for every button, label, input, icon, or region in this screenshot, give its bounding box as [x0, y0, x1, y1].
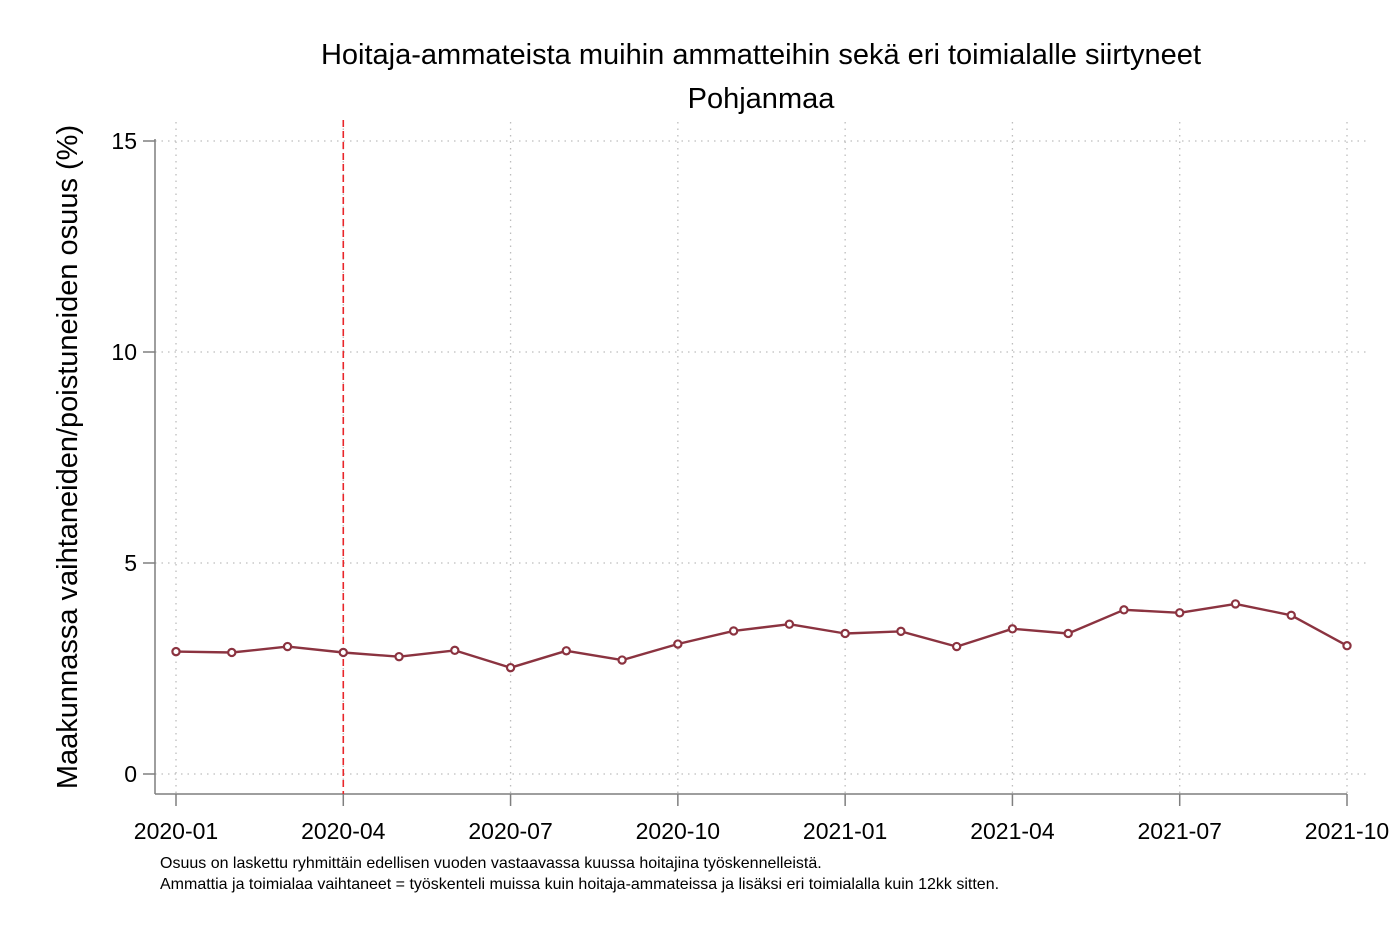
x-tick-label: 2020-04: [301, 818, 386, 844]
data-point: [1230, 599, 1241, 609]
data-point: [1007, 624, 1018, 634]
data-point: [505, 662, 516, 673]
y-tick-label: 15: [111, 128, 137, 154]
data-point: [1175, 608, 1185, 618]
axes: 0 5 10 15 2020-01 2020-04 2020-07 2020-10 2021-0…: [111, 128, 1389, 844]
data-point: [227, 647, 237, 658]
x-tick-label: 2020-01: [134, 818, 218, 844]
data-point: [282, 641, 293, 652]
data-point: [728, 626, 739, 636]
data-point: [784, 619, 795, 629]
series-layer: [171, 599, 1352, 673]
x-tick-label: 2021-07: [1138, 818, 1222, 844]
y-tick-label: 10: [111, 339, 137, 365]
data-point: [1342, 641, 1352, 651]
y-axis-label: Maakunnassa vaihtaneiden/poistuneiden os…: [52, 125, 84, 789]
data-point: [840, 628, 850, 639]
data-point: [1063, 628, 1073, 639]
data-point: [1119, 605, 1129, 615]
chart-subtitle: Pohjanmaa: [688, 83, 836, 115]
footnote-1: Osuus on laskettu ryhmittäin edellisen v…: [160, 855, 822, 872]
y-tick-label: 5: [124, 550, 137, 576]
data-point: [896, 626, 906, 637]
data-point: [450, 645, 460, 656]
grid-lines: [155, 122, 1368, 794]
y-tick-label: 0: [124, 761, 137, 787]
x-tick-label: 2020-07: [468, 818, 552, 844]
data-point: [394, 651, 404, 662]
data-point: [673, 639, 683, 649]
footnote-2: Ammattia ja toimialaa vaihtaneet = työsk…: [160, 876, 1000, 893]
x-tick-label: 2021-04: [970, 818, 1055, 844]
data-point: [338, 647, 348, 658]
data-point: [617, 655, 627, 665]
series-line: [175, 602, 1348, 669]
chart-title: Hoitaja-ammateista muihin ammatteihin se…: [321, 39, 1201, 71]
x-tick-label: 2020-10: [636, 818, 720, 844]
data-point: [171, 646, 181, 657]
data-point: [951, 641, 962, 652]
data-point: [1286, 610, 1296, 621]
x-tick-label: 2021-10: [1305, 818, 1389, 844]
data-point: [561, 646, 572, 656]
x-tick-label: 2021-01: [803, 818, 887, 844]
